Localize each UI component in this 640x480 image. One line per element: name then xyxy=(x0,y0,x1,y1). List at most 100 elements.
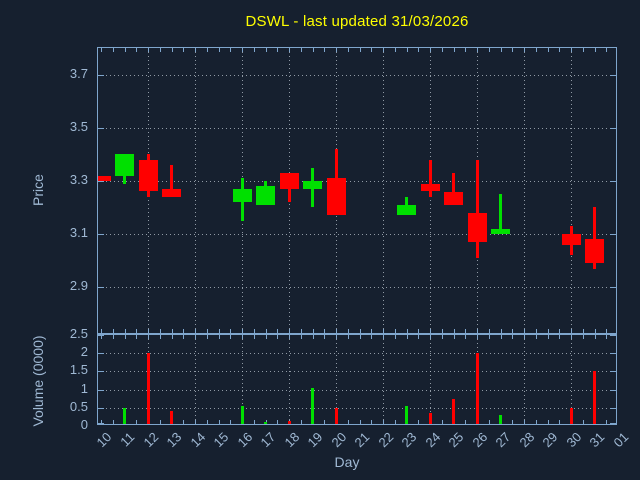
minor-tick xyxy=(477,48,478,52)
minor-tick xyxy=(524,48,525,52)
minor-tick xyxy=(500,335,502,339)
minor-tick xyxy=(465,48,467,52)
candle-body-day-18 xyxy=(279,172,299,189)
minor-tick xyxy=(218,420,220,424)
minor-tick xyxy=(524,420,525,424)
minor-tick xyxy=(336,335,337,339)
day-gridline-24 xyxy=(430,335,431,424)
minor-tick xyxy=(535,420,537,424)
price-tick-left xyxy=(98,234,104,236)
day-gridline-16 xyxy=(242,335,243,424)
day-gridline-22 xyxy=(383,48,384,333)
price-tick-left xyxy=(98,180,104,182)
volume-bar-day-23 xyxy=(405,405,408,424)
x-tick-label-19: 19 xyxy=(304,429,326,451)
minor-tick xyxy=(101,48,102,52)
minor-tick xyxy=(559,335,561,339)
candle-body-day-20 xyxy=(326,178,346,216)
minor-tick xyxy=(359,48,361,52)
price-tick-right xyxy=(610,127,616,129)
minor-tick xyxy=(148,48,149,52)
minor-tick xyxy=(418,335,420,339)
x-tick-label-30: 30 xyxy=(563,429,584,451)
day-gridline-14 xyxy=(195,335,196,424)
volume-tick-label: 2.5 xyxy=(69,326,88,341)
minor-tick xyxy=(500,48,502,52)
volume-bar-day-30 xyxy=(569,407,573,424)
minor-tick xyxy=(300,420,302,424)
minor-tick xyxy=(312,335,314,339)
minor-tick xyxy=(571,335,572,339)
candle-body-day-13 xyxy=(162,188,181,197)
x-tick-label-15: 15 xyxy=(210,429,232,451)
minor-tick xyxy=(218,335,220,339)
candle-wick-day-24 xyxy=(428,159,432,197)
minor-tick xyxy=(559,329,561,333)
volume-tick-left xyxy=(98,389,104,391)
minor-tick xyxy=(594,48,596,52)
volume-bar-day-27 xyxy=(499,415,502,424)
volume-bar-day-19 xyxy=(311,387,314,424)
minor-tick xyxy=(606,335,608,339)
minor-tick xyxy=(300,335,302,339)
minor-tick xyxy=(606,329,608,333)
price-tick-label: 3.3 xyxy=(69,171,88,187)
volume-bar-day-13 xyxy=(170,411,173,424)
minor-tick xyxy=(218,48,220,52)
volume-bar-day-25 xyxy=(452,398,455,424)
minor-tick xyxy=(324,48,326,52)
minor-tick xyxy=(512,335,514,339)
minor-tick xyxy=(394,420,396,424)
minor-tick xyxy=(195,335,196,339)
minor-tick xyxy=(394,329,396,333)
minor-tick xyxy=(289,329,290,333)
volume-gridline-1 xyxy=(98,389,616,391)
minor-tick xyxy=(406,335,408,339)
minor-tick xyxy=(253,329,255,333)
minor-tick xyxy=(559,48,561,52)
minor-tick xyxy=(195,48,196,52)
minor-tick xyxy=(159,335,161,339)
price-tick-label: 3.5 xyxy=(69,118,88,134)
minor-tick xyxy=(453,48,455,52)
minor-tick xyxy=(136,335,138,339)
price-panel xyxy=(97,47,617,334)
minor-tick xyxy=(512,48,514,52)
minor-tick xyxy=(547,48,549,52)
minor-tick xyxy=(159,48,161,52)
minor-tick xyxy=(547,329,549,333)
minor-tick xyxy=(394,48,396,52)
minor-tick xyxy=(371,420,373,424)
volume-bar-day-18 xyxy=(287,420,291,424)
minor-tick xyxy=(488,335,490,339)
candle-body-day-26 xyxy=(467,212,487,242)
minor-tick xyxy=(289,48,290,52)
day-gridline-30 xyxy=(571,335,572,424)
volume-tick-label: 1 xyxy=(80,380,88,396)
minor-tick xyxy=(547,420,549,424)
minor-tick xyxy=(101,335,102,339)
minor-tick xyxy=(606,420,608,424)
volume-bar-day-26 xyxy=(475,353,479,424)
minor-tick xyxy=(571,329,572,333)
minor-tick xyxy=(230,48,232,52)
day-gridline-28 xyxy=(524,335,525,424)
minor-tick xyxy=(606,48,608,52)
candle-body-day-31 xyxy=(585,239,604,264)
x-tick-label-11: 11 xyxy=(117,429,138,450)
minor-tick xyxy=(371,335,373,339)
minor-tick xyxy=(183,329,185,333)
minor-tick xyxy=(136,48,138,52)
minor-tick xyxy=(594,329,596,333)
minor-tick xyxy=(124,48,126,52)
minor-tick xyxy=(253,48,255,52)
day-gridline-28 xyxy=(524,48,525,333)
volume-tick-label: 0.5 xyxy=(69,398,88,414)
minor-tick xyxy=(371,329,373,333)
minor-tick xyxy=(265,335,267,339)
minor-tick xyxy=(418,420,420,424)
minor-tick xyxy=(394,335,396,339)
volume-bar-day-17 xyxy=(264,422,267,424)
minor-tick xyxy=(347,329,349,333)
minor-tick xyxy=(136,329,138,333)
